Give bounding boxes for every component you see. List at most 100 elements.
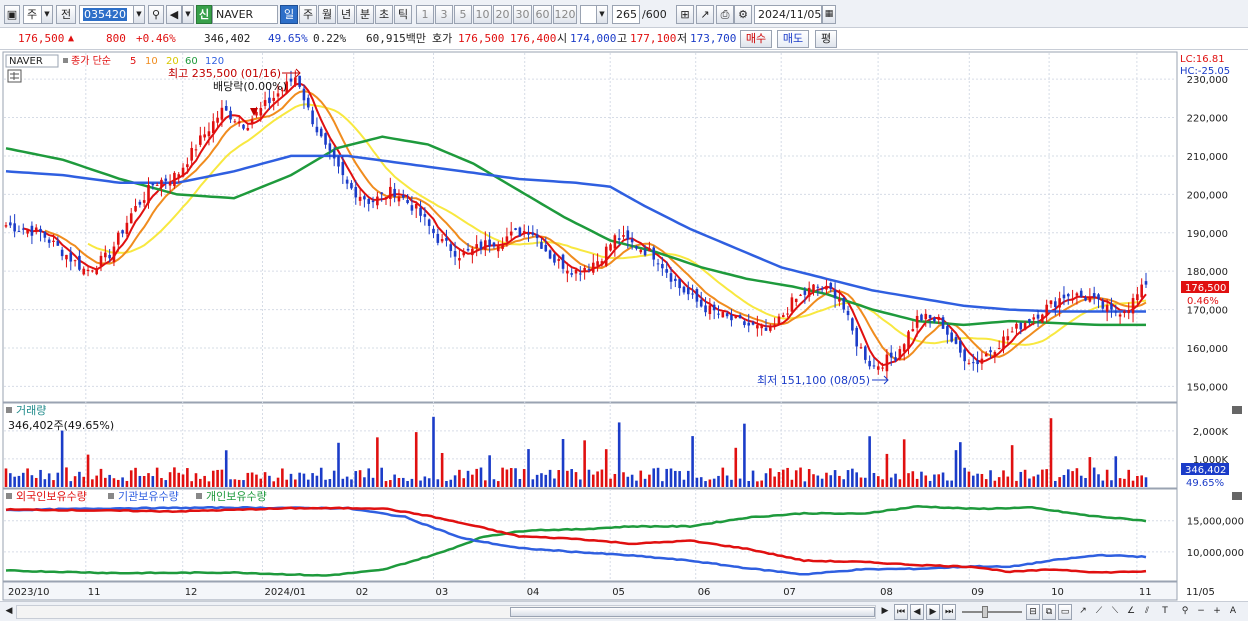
volume-panel-close-icon[interactable]: [1232, 406, 1242, 414]
period-tab-second[interactable]: 초: [375, 5, 393, 24]
chevron-down-icon[interactable]: ▼: [182, 5, 194, 24]
channel-tool-icon[interactable]: ⫽: [1144, 606, 1149, 616]
zoom-slider[interactable]: [962, 611, 1022, 613]
candle-body: [747, 322, 751, 326]
candle-body: [980, 358, 984, 364]
horizontal-scrollbar[interactable]: [16, 605, 876, 619]
interval-120[interactable]: 120: [553, 5, 577, 24]
candle-body: [855, 327, 858, 347]
search-icon[interactable]: ⚲: [148, 5, 164, 24]
speaker-icon[interactable]: ◀: [166, 5, 182, 24]
minus-icon[interactable]: −: [1197, 606, 1205, 616]
zoom-slider-handle[interactable]: [982, 606, 988, 618]
period-tab-minute[interactable]: 분: [356, 5, 374, 24]
scroll-thumb[interactable]: [510, 607, 875, 617]
candle-body: [160, 179, 163, 188]
candle-body: [194, 149, 198, 151]
volume-bar: [898, 479, 902, 487]
stock-code-input[interactable]: 035420: [79, 5, 145, 24]
plus-icon[interactable]: +: [1213, 606, 1221, 616]
line-tool-icon[interactable]: ↗: [1079, 606, 1087, 616]
volume-last-text: 346,402: [1185, 465, 1226, 476]
x-tick-label: 05: [612, 587, 625, 598]
interval-60[interactable]: 60: [533, 5, 552, 24]
period-tab-week[interactable]: 주: [299, 5, 317, 24]
text-size-icon[interactable]: A: [1229, 606, 1237, 616]
candle-body: [427, 219, 431, 226]
volume-bar: [1075, 468, 1079, 487]
chart-area[interactable]: 230,000 220,000 210,000 200,000 190,000 180,0…: [0, 50, 1248, 601]
volume-bar: [1123, 478, 1126, 487]
period-tab-month[interactable]: 월: [318, 5, 336, 24]
interval-5[interactable]: 5: [454, 5, 472, 24]
calendar-icon[interactable]: ▦: [822, 5, 836, 24]
trend-tool-icon[interactable]: ⟋: [1095, 606, 1103, 616]
x-tick-label: 07: [783, 587, 796, 598]
candle-body: [751, 322, 755, 325]
draw-tool-icon[interactable]: ↗: [696, 5, 714, 24]
stock-name-field[interactable]: NAVER: [212, 5, 278, 24]
period-tab-year[interactable]: 년: [337, 5, 355, 24]
chevron-down-icon[interactable]: ▼: [41, 5, 53, 24]
zoom-icon[interactable]: ⚲: [1181, 606, 1189, 616]
text-tool-icon[interactable]: T: [1162, 606, 1168, 616]
legend-close-label: 종가 단순: [71, 55, 111, 67]
candle-body: [587, 268, 591, 270]
holdings-panel-close-icon[interactable]: [1232, 492, 1242, 500]
layout-icon[interactable]: ⊟: [1026, 604, 1040, 620]
volume-bar: [635, 480, 638, 487]
gear-icon[interactable]: ⚙: [734, 5, 752, 24]
candle-body: [786, 313, 789, 315]
fib-tool-icon[interactable]: ⟍: [1111, 606, 1119, 616]
count-input[interactable]: 265: [612, 5, 640, 24]
eval-button[interactable]: 평: [815, 30, 837, 48]
volume-bar: [540, 473, 543, 487]
ask-price-2: 176,400: [510, 32, 557, 45]
first-page-icon[interactable]: ⏮: [894, 604, 908, 620]
volume-bar: [609, 478, 612, 487]
candle-body: [1023, 323, 1027, 330]
candle-body: [911, 329, 915, 332]
legend-stock-name: NAVER: [9, 56, 43, 67]
volume-bar: [682, 479, 686, 487]
volume-bar: [95, 475, 98, 487]
window-menu-icon[interactable]: ▣: [4, 5, 20, 24]
up-triangle-icon: ▲: [68, 33, 75, 44]
prev-stock-button[interactable]: 전: [56, 5, 76, 24]
period-tab-day[interactable]: 일: [280, 5, 298, 24]
candle-body: [579, 273, 582, 275]
chevron-down-icon[interactable]: ▼: [133, 5, 145, 24]
angle-tool-icon[interactable]: ∠: [1126, 606, 1136, 616]
volume-bar: [652, 468, 656, 487]
candle-body: [462, 252, 466, 256]
scroll-left-icon[interactable]: ◀: [5, 606, 13, 616]
next-page-icon[interactable]: ▶: [926, 604, 940, 620]
buy-button[interactable]: 매수: [740, 30, 772, 48]
date-field[interactable]: 2024/11/05: [754, 5, 822, 24]
candle-body: [354, 187, 358, 198]
copy-icon[interactable]: ⧉: [1042, 604, 1056, 620]
chevron-down-icon[interactable]: ▼: [596, 5, 608, 24]
candle-body: [350, 182, 353, 189]
volume-bar: [527, 449, 530, 487]
chart-type-icon[interactable]: ⊞: [676, 5, 694, 24]
print-icon[interactable]: ⎙: [716, 5, 734, 24]
interval-20[interactable]: 20: [493, 5, 512, 24]
volume-bar: [1032, 476, 1036, 487]
scroll-right-icon[interactable]: ▶: [881, 606, 889, 616]
window-icon[interactable]: ▭: [1058, 604, 1072, 620]
interval-10[interactable]: 10: [473, 5, 492, 24]
prev-page-icon[interactable]: ◀: [910, 604, 924, 620]
interval-30[interactable]: 30: [513, 5, 532, 24]
volume-bar: [168, 472, 172, 487]
candle-body: [1136, 294, 1139, 301]
price-tick-label: 150,000: [1187, 382, 1228, 393]
interval-3[interactable]: 3: [435, 5, 453, 24]
volume-bar: [380, 467, 383, 487]
candle-body: [1010, 331, 1014, 333]
volume-bar: [9, 473, 12, 487]
sell-button[interactable]: 매도: [777, 30, 809, 48]
interval-1[interactable]: 1: [416, 5, 434, 24]
last-page-icon[interactable]: ⏭: [942, 604, 956, 620]
period-tab-tick[interactable]: 틱: [394, 5, 412, 24]
